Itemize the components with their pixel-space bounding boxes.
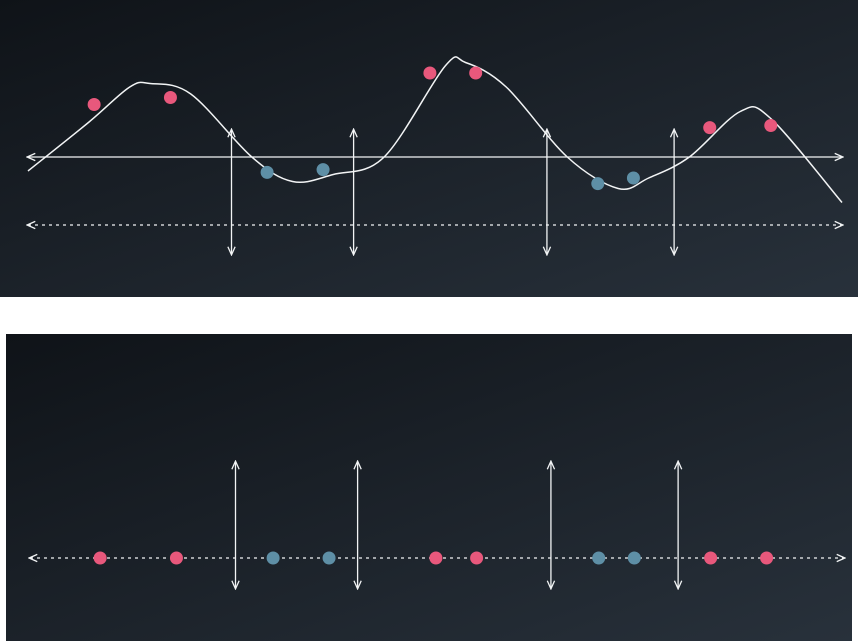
bottom-point-positive-6	[470, 551, 484, 565]
bottom-panel-background	[6, 334, 852, 641]
wave-classification-diagram	[0, 0, 858, 297]
bottom-point-positive-2	[169, 551, 183, 565]
bottom-point-negative-4	[322, 551, 336, 565]
top-point-negative-4	[316, 163, 330, 177]
bottom-point-negative-7	[592, 551, 606, 565]
top-point-negative-8	[626, 171, 640, 185]
top-panel	[0, 0, 858, 297]
bottom-point-positive-1	[93, 551, 107, 565]
projected-points-diagram	[6, 334, 852, 641]
bottom-point-positive-10	[760, 551, 774, 565]
bottom-point-positive-5	[429, 551, 443, 565]
top-point-negative-7	[591, 177, 605, 191]
bottom-point-positive-9	[704, 551, 718, 565]
top-point-positive-5	[423, 66, 437, 80]
top-point-positive-1	[87, 98, 101, 111]
bottom-point-negative-8	[627, 551, 641, 565]
top-panel-background	[0, 0, 858, 297]
wave-curve	[27, 56, 843, 203]
top-point-negative-3	[260, 165, 274, 179]
top-point-positive-9	[703, 121, 717, 135]
bottom-panel	[6, 334, 852, 641]
top-point-positive-6	[469, 66, 483, 80]
top-point-positive-2	[163, 91, 177, 104]
top-point-positive-10	[764, 119, 778, 132]
bottom-point-negative-3	[266, 551, 280, 565]
